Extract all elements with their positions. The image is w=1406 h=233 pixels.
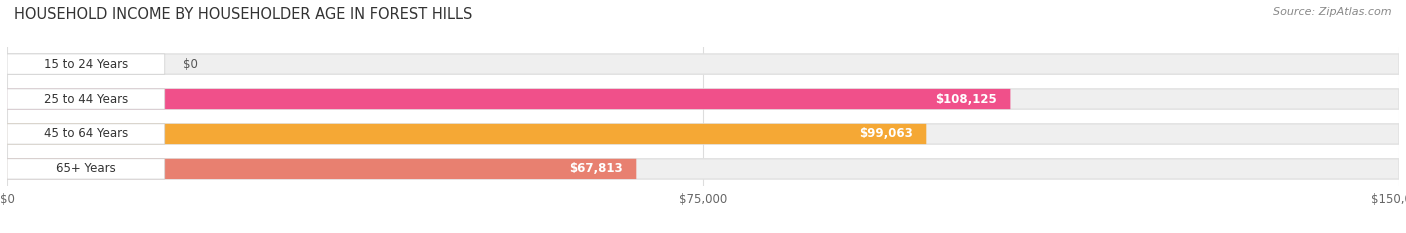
FancyBboxPatch shape (7, 124, 1399, 144)
Text: 45 to 64 Years: 45 to 64 Years (44, 127, 128, 140)
FancyBboxPatch shape (7, 124, 927, 144)
FancyBboxPatch shape (7, 54, 1399, 74)
Text: 15 to 24 Years: 15 to 24 Years (44, 58, 128, 71)
Text: Source: ZipAtlas.com: Source: ZipAtlas.com (1274, 7, 1392, 17)
Text: $108,125: $108,125 (935, 93, 997, 106)
Text: $99,063: $99,063 (859, 127, 912, 140)
Text: $0: $0 (183, 58, 198, 71)
FancyBboxPatch shape (7, 89, 165, 109)
Text: 25 to 44 Years: 25 to 44 Years (44, 93, 128, 106)
FancyBboxPatch shape (7, 89, 1011, 109)
Text: $67,813: $67,813 (569, 162, 623, 175)
FancyBboxPatch shape (7, 54, 165, 74)
FancyBboxPatch shape (7, 159, 165, 179)
FancyBboxPatch shape (7, 159, 637, 179)
Text: HOUSEHOLD INCOME BY HOUSEHOLDER AGE IN FOREST HILLS: HOUSEHOLD INCOME BY HOUSEHOLDER AGE IN F… (14, 7, 472, 22)
FancyBboxPatch shape (7, 89, 1399, 109)
FancyBboxPatch shape (7, 124, 165, 144)
Text: 65+ Years: 65+ Years (56, 162, 115, 175)
FancyBboxPatch shape (7, 159, 1399, 179)
